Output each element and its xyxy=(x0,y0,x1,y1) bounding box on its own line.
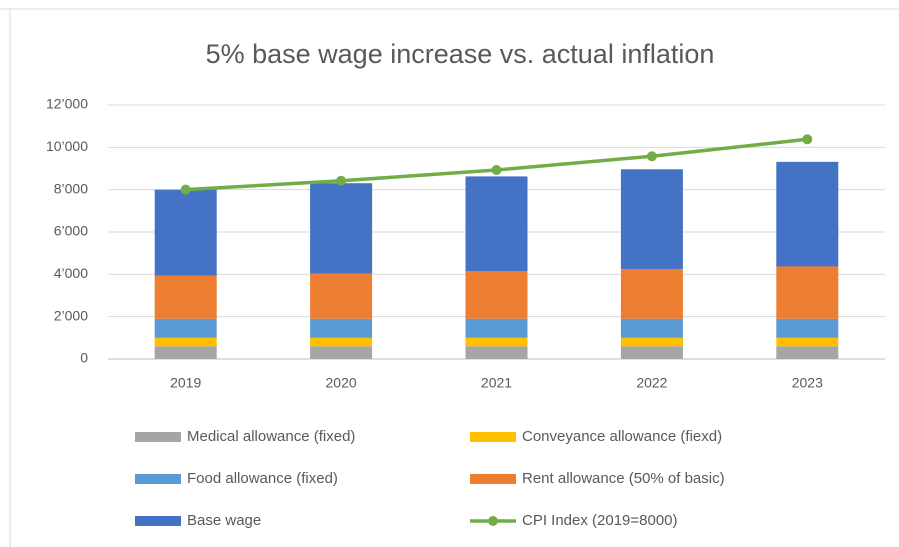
line-marker xyxy=(180,184,191,195)
bar-segment xyxy=(776,266,839,319)
x-tick-label: 2023 xyxy=(792,375,823,391)
bar-segment xyxy=(154,337,217,347)
bar-segment xyxy=(310,337,373,347)
legend-label: Food allowance (fixed) xyxy=(187,470,338,487)
legend-label: Base wage xyxy=(187,512,261,529)
y-tick-label: 2’000 xyxy=(54,307,88,323)
y-tick-label: 6’000 xyxy=(54,223,88,239)
bar-segment xyxy=(465,176,528,272)
line-marker xyxy=(646,151,657,162)
line-marker xyxy=(491,164,502,175)
legend-label: CPI Index (2019=8000) xyxy=(522,512,678,529)
legend-label: Conveyance allowance (fiexd) xyxy=(522,428,722,445)
y-tick-label: 10’000 xyxy=(46,138,88,154)
bar-segment xyxy=(620,268,683,319)
x-tick-label: 2022 xyxy=(636,375,667,391)
legend-swatch xyxy=(488,516,498,526)
bar-segment xyxy=(776,346,839,359)
line-marker xyxy=(336,175,347,186)
legend-swatch xyxy=(135,432,181,442)
y-tick-label: 8’000 xyxy=(54,180,88,196)
bar-segment xyxy=(776,318,839,338)
bar-segment xyxy=(776,161,839,267)
y-tick-label: 4’000 xyxy=(54,265,88,281)
x-tick-label: 2019 xyxy=(170,375,201,391)
bar-segment xyxy=(620,337,683,347)
bar-segment xyxy=(310,273,373,319)
legend-swatch xyxy=(470,432,516,442)
bar-segment xyxy=(154,189,217,276)
bar-segment xyxy=(776,337,839,347)
bar-segment xyxy=(154,275,217,319)
x-tick-label: 2020 xyxy=(326,375,357,391)
bar-segment xyxy=(154,346,217,359)
x-tick-label: 2021 xyxy=(481,375,512,391)
bar-segment xyxy=(154,318,217,338)
bar-segment xyxy=(465,271,528,319)
bar-segment xyxy=(310,346,373,359)
bar-segment xyxy=(310,183,373,274)
bar-segment xyxy=(620,346,683,359)
y-tick-label: 12’000 xyxy=(46,96,88,112)
legend-label: Medical allowance (fixed) xyxy=(187,428,355,445)
legend-swatch xyxy=(470,474,516,484)
y-tick-label: 0 xyxy=(80,350,88,366)
legend-swatch xyxy=(135,474,181,484)
bar-segment xyxy=(465,318,528,338)
chart-title: 5% base wage increase vs. actual inflati… xyxy=(206,39,715,69)
bar-segment xyxy=(620,169,683,269)
legend-swatch xyxy=(135,516,181,526)
bar-segment xyxy=(620,318,683,338)
legend-label: Rent allowance (50% of basic) xyxy=(522,470,725,487)
bar-segment xyxy=(465,337,528,347)
bar-segment xyxy=(310,318,373,338)
line-marker xyxy=(802,134,813,145)
bar-segment xyxy=(465,346,528,359)
